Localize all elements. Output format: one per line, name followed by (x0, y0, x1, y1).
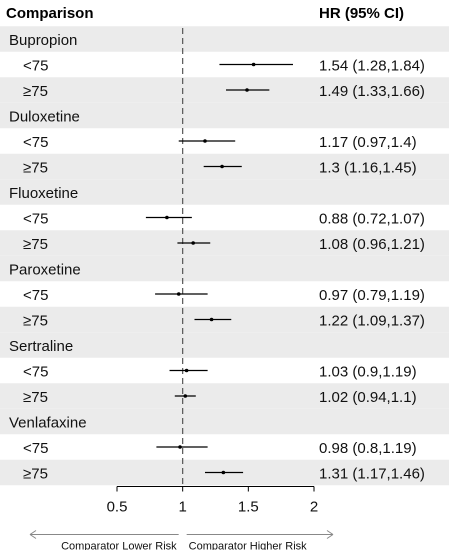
row-label: ≥75 (23, 160, 48, 177)
row-label: <75 (23, 58, 48, 75)
row-label: <75 (23, 364, 48, 381)
direction-arrows: Comparator Lower Risk Comparator Higher … (29, 530, 334, 550)
group-band (0, 26, 449, 52)
hr-ci-value: 1.54 (1.28,1.84) (319, 58, 425, 75)
x-tick-label: 1 (178, 499, 186, 516)
row-label: <75 (23, 440, 48, 457)
hr-ci-value: 0.98 (0.8,1.19) (319, 440, 417, 457)
group-band (0, 102, 449, 129)
hr-point (221, 470, 226, 475)
group-label: Fluoxetine (9, 185, 78, 202)
hr-point (251, 62, 256, 67)
group-label: Paroxetine (9, 262, 81, 279)
group-band (0, 408, 449, 435)
hr-point (245, 88, 249, 92)
group-label: Venlafaxine (9, 415, 87, 432)
hr-point (203, 139, 207, 143)
row-label: <75 (23, 134, 48, 151)
hr-point (183, 394, 188, 398)
row-label: <75 (23, 211, 48, 228)
x-tick-label: 0.5 (107, 499, 128, 516)
rows: Bupropion <75 1.54 (1.28,1.84) ≥75 1.49 (1.3… (9, 32, 425, 483)
row-label: ≥75 (23, 83, 48, 100)
row-bands (0, 26, 449, 486)
comparison-header: Comparison (6, 5, 94, 22)
x-axis: 0.5 1 1.5 2 (107, 486, 318, 516)
row-label: ≥75 (23, 236, 48, 253)
lower-risk-label: Comparator Lower Risk (61, 541, 177, 550)
row-label: ≥75 (23, 313, 48, 330)
hr-point (165, 215, 169, 220)
row-label: ≥75 (23, 466, 48, 483)
row-band (0, 230, 449, 256)
group-band (0, 255, 449, 282)
row-band (0, 77, 449, 103)
row-label: <75 (23, 287, 48, 304)
hr-ci-value: 1.3 (1.16,1.45) (319, 160, 417, 177)
hr-point (178, 445, 182, 449)
hr-ci-value: 0.88 (0.72,1.07) (319, 211, 425, 228)
hr-point (220, 164, 224, 169)
row-band (0, 383, 449, 409)
hr-ci-value: 1.02 (0.94,1.1) (319, 389, 417, 406)
group-band (0, 179, 449, 205)
higher-risk-label: Comparator Higher Risk (189, 541, 307, 550)
hr-ci-value: 1.03 (0.9,1.19) (319, 364, 417, 381)
x-tick-label: 2 (310, 499, 318, 516)
hr-ci-value: 1.22 (1.09,1.37) (319, 313, 425, 330)
hr-point (191, 241, 195, 245)
group-band (0, 332, 449, 358)
hr-ci-header: HR (95% CI) (319, 5, 404, 22)
hr-ci-value: 1.49 (1.33,1.66) (319, 83, 425, 100)
hr-ci-value: 0.97 (0.79,1.19) (319, 287, 425, 304)
hr-point (184, 368, 189, 373)
hr-ci-value: 1.17 (0.97,1.4) (319, 134, 417, 151)
hr-point (176, 292, 181, 296)
right-arrow-icon (326, 530, 334, 539)
group-label: Duloxetine (9, 109, 80, 126)
x-tick-label: 1.5 (238, 499, 259, 516)
hr-point (209, 317, 214, 322)
hr-ci-value: 1.31 (1.17,1.46) (319, 466, 425, 483)
group-label: Bupropion (9, 32, 77, 49)
group-label: Sertraline (9, 338, 73, 355)
row-label: ≥75 (23, 389, 48, 406)
left-arrow-icon (29, 530, 37, 539)
hr-ci-value: 1.08 (0.96,1.21) (319, 236, 425, 253)
x-ticks: 0.5 1 1.5 2 (107, 486, 318, 516)
